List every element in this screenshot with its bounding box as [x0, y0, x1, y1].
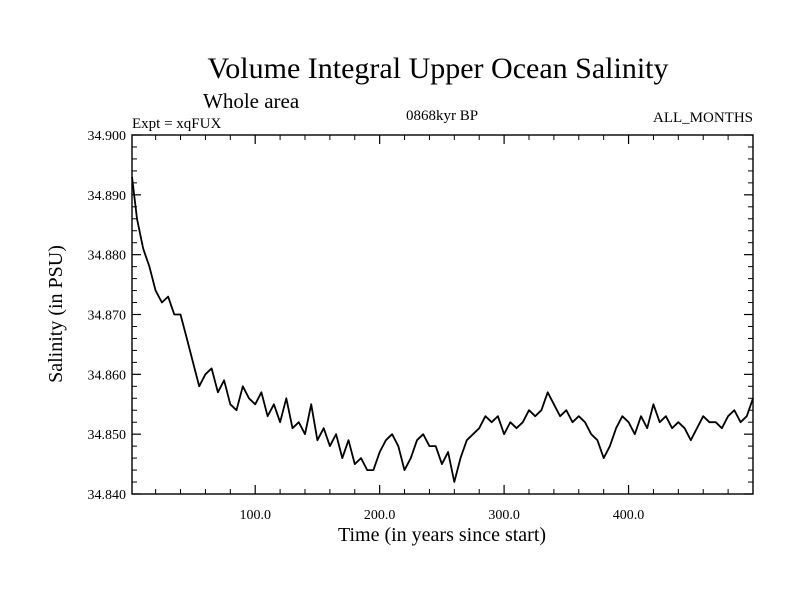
- y-tick-label: 34.900: [88, 129, 127, 144]
- y-tick-label: 34.890: [88, 189, 127, 204]
- x-tick-label: 200.0: [364, 508, 396, 523]
- x-tick-labels: 100.0 200.0 300.0 400.0: [239, 508, 644, 523]
- x-axis-title: Time (in years since start): [338, 524, 546, 546]
- plot-frame: [131, 134, 754, 495]
- axis-ticks: [132, 134, 753, 495]
- y-axis-title: Salinity (in PSU): [45, 245, 67, 383]
- y-tick-label: 34.880: [88, 249, 127, 264]
- x-tick-label: 400.0: [613, 508, 645, 523]
- salinity-series-line: [131, 176, 754, 483]
- y-tick-labels: 34.840 34.850 34.860 34.870 34.880 34.890 34.9…: [88, 129, 127, 503]
- x-tick-label: 100.0: [239, 508, 271, 523]
- chart-title: Volume Integral Upper Ocean Salinity: [208, 52, 669, 85]
- y-tick-label: 34.860: [88, 368, 127, 383]
- months-label: ALL_MONTHS: [653, 110, 753, 126]
- expt-label: Expt = xqFUX: [132, 116, 221, 132]
- period-label: 0868kyr BP: [406, 108, 478, 124]
- x-tick-label: 300.0: [488, 508, 520, 523]
- y-tick-label: 34.850: [88, 428, 127, 443]
- y-tick-label: 34.840: [88, 488, 127, 503]
- chart-subtitle: Whole area: [203, 89, 300, 113]
- y-tick-label: 34.870: [88, 309, 127, 324]
